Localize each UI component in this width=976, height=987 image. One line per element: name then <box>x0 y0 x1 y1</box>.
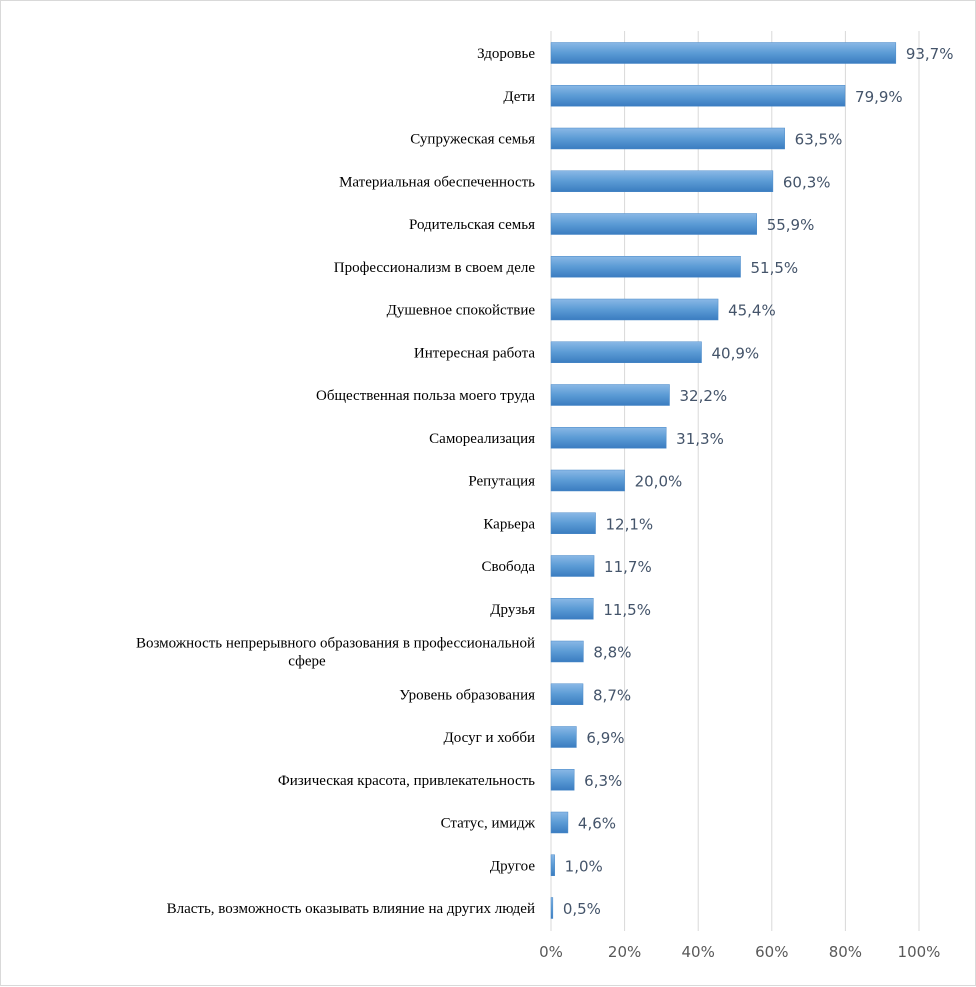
category-label: Дети <box>503 89 535 105</box>
value-label: 0,5% <box>563 900 601 918</box>
label-layer: Здоровье 93,7% Дети 79,9% Супружеская семья 6… <box>136 45 954 918</box>
bar <box>550 897 554 919</box>
x-tick-label: 100% <box>898 943 941 961</box>
category-label: Здоровье <box>477 46 535 62</box>
value-label: 63,5% <box>795 131 843 149</box>
value-label: 45,4% <box>728 302 776 320</box>
value-label: 32,2% <box>679 387 727 405</box>
category-label: Материальная обеспеченность <box>339 174 535 190</box>
category-label: Власть, возможность оказывать влияние на… <box>167 901 535 917</box>
value-label: 51,5% <box>751 259 799 277</box>
bar <box>550 213 757 235</box>
bar <box>550 811 569 834</box>
category-label: Карьера <box>483 516 535 532</box>
value-label: 8,8% <box>593 644 631 662</box>
bar <box>550 555 595 577</box>
bar <box>550 85 846 107</box>
bar <box>550 640 584 663</box>
bar <box>550 469 625 492</box>
category-label: Друзья <box>490 602 535 618</box>
value-label: 79,9% <box>855 88 903 106</box>
category-label: Самореализация <box>429 431 535 447</box>
bar <box>550 683 584 705</box>
x-tick-label: 40% <box>682 943 715 961</box>
bar <box>550 769 575 791</box>
category-label: Возможность непрерывного образования в п… <box>136 636 535 670</box>
x-tick-label: 0% <box>539 943 563 961</box>
bar <box>550 42 897 64</box>
x-tick-label: 60% <box>755 943 788 961</box>
category-label: Интересная работа <box>414 345 535 361</box>
category-label: Общественная польза моего труда <box>316 388 535 404</box>
bar <box>550 256 741 278</box>
tick-layer: 0% 20% 40% 60% 80% 100% <box>539 943 940 961</box>
value-label: 60,3% <box>783 173 831 191</box>
value-label: 12,1% <box>606 515 654 533</box>
category-label: Уровень образования <box>399 687 535 703</box>
value-label: 11,7% <box>604 558 652 576</box>
value-label: 4,6% <box>578 815 616 833</box>
category-label: Душевное спокойствие <box>387 303 536 319</box>
value-label: 6,9% <box>586 729 624 747</box>
category-label: Профессионализм в своем деле <box>334 260 536 276</box>
bar <box>550 598 594 620</box>
bar <box>550 298 719 321</box>
bar <box>550 427 667 449</box>
bar <box>550 512 596 534</box>
value-label: 6,3% <box>584 772 622 790</box>
bar <box>550 384 670 406</box>
bar-layer <box>550 42 897 919</box>
value-label: 1,0% <box>565 857 603 875</box>
value-label: 31,3% <box>676 430 724 448</box>
category-label: Досуг и хобби <box>444 730 535 746</box>
category-label: Статус, имидж <box>441 816 536 832</box>
value-label: 40,9% <box>712 344 760 362</box>
value-label: 93,7% <box>906 45 954 63</box>
value-label: 20,0% <box>635 473 683 491</box>
value-label: 11,5% <box>603 601 651 619</box>
category-label: Родительская семья <box>409 217 535 233</box>
x-tick-label: 80% <box>829 943 862 961</box>
category-label: Другое <box>490 858 535 874</box>
bar <box>550 127 785 150</box>
value-label: 55,9% <box>767 216 815 234</box>
value-label: 8,7% <box>593 686 631 704</box>
bar <box>550 170 774 192</box>
bar <box>550 341 702 363</box>
bar <box>550 854 555 876</box>
bar <box>550 726 577 748</box>
category-label: Супружеская семья <box>410 132 535 148</box>
category-label: Физическая красота, привлекательность <box>278 773 535 789</box>
category-label: Репутация <box>468 474 535 490</box>
category-label: Свобода <box>482 559 536 575</box>
x-tick-label: 20% <box>608 943 641 961</box>
